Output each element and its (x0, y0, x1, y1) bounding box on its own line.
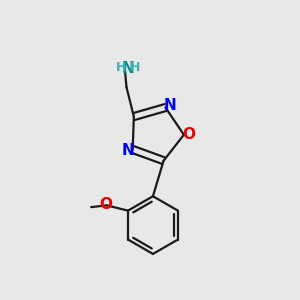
Text: H: H (130, 61, 140, 74)
Text: H: H (116, 61, 126, 74)
Text: O: O (183, 127, 196, 142)
Text: N: N (164, 98, 176, 113)
Text: N: N (122, 142, 134, 158)
Text: O: O (99, 197, 112, 212)
Text: N: N (122, 61, 134, 76)
